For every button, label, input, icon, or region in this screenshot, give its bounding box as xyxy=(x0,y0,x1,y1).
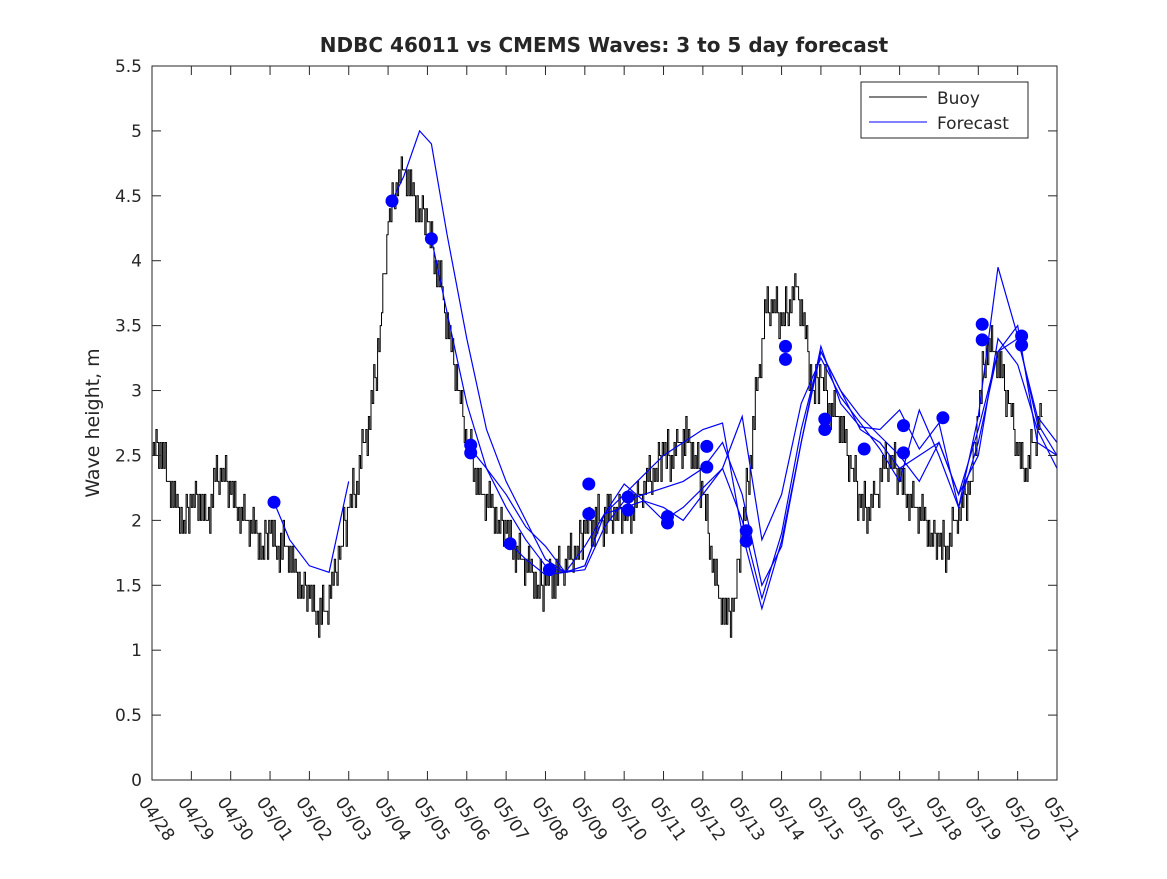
y-axis-ticks: 0 0.5 1 1.5 2 2.5 3 3.5 4 4.5 5 5.5 xyxy=(115,57,1057,791)
forecast-run-line xyxy=(273,481,350,574)
forecast-marker xyxy=(975,317,989,331)
forecast-marker xyxy=(1015,338,1029,352)
y-tick-label: 1.5 xyxy=(115,576,142,596)
y-tick-label: 3.5 xyxy=(115,317,142,337)
forecast-series xyxy=(273,129,1058,611)
axes-box xyxy=(151,65,1058,781)
forecast-marker xyxy=(267,495,281,509)
forecast-marker xyxy=(936,411,950,425)
forecast-marker xyxy=(897,419,910,433)
forecast-marker xyxy=(857,442,871,456)
forecast-marker xyxy=(503,537,517,551)
forecast-marker xyxy=(700,460,714,474)
legend-forecast-label: Forecast xyxy=(937,114,1009,134)
forecast-marker xyxy=(779,352,792,366)
forecast-marker xyxy=(621,503,635,517)
y-tick-label: 3 xyxy=(131,382,142,402)
y-tick-label: 0 xyxy=(131,771,142,791)
forecast-marker xyxy=(700,439,714,453)
y-tick-label: 2 xyxy=(131,511,142,531)
forecast-marker xyxy=(661,516,674,530)
y-tick-label: 5 xyxy=(131,122,142,142)
y-tick-label: 4 xyxy=(131,252,142,272)
legend-buoy-label: Buoy xyxy=(937,89,980,109)
y-tick-label: 5.5 xyxy=(115,57,142,77)
y-axis-label: Wave height, m xyxy=(82,348,104,497)
forecast-marker xyxy=(582,507,596,521)
forecast-marker xyxy=(897,446,910,460)
y-tick-label: 1 xyxy=(131,641,142,661)
forecast-marker xyxy=(582,477,596,491)
forecast-marker xyxy=(464,446,478,460)
forecast-markers xyxy=(267,194,1029,577)
axes xyxy=(151,65,1058,781)
forecast-marker xyxy=(779,339,792,353)
y-tick-label: 2.5 xyxy=(115,446,142,466)
forecast-marker xyxy=(818,423,832,436)
y-tick-label: 4.5 xyxy=(115,187,142,207)
forecast-marker xyxy=(739,534,753,548)
forecast-marker xyxy=(1015,329,1029,343)
forecast-marker xyxy=(424,232,438,246)
forecast-marker xyxy=(385,194,399,208)
forecast-marker xyxy=(739,524,753,538)
forecast-marker xyxy=(818,412,832,426)
y-tick-label: 0.5 xyxy=(115,706,142,726)
legend-box xyxy=(860,81,1029,139)
forecast-marker xyxy=(542,563,556,577)
forecast-marker xyxy=(975,333,989,347)
forecast-run-line xyxy=(509,267,1058,611)
chart-title: NDBC 46011 vs CMEMS Waves: 3 to 5 day fo… xyxy=(320,33,889,57)
legend: Buoy Forecast xyxy=(860,81,1029,139)
forecast-marker xyxy=(621,490,635,504)
plot-area xyxy=(152,66,1057,780)
